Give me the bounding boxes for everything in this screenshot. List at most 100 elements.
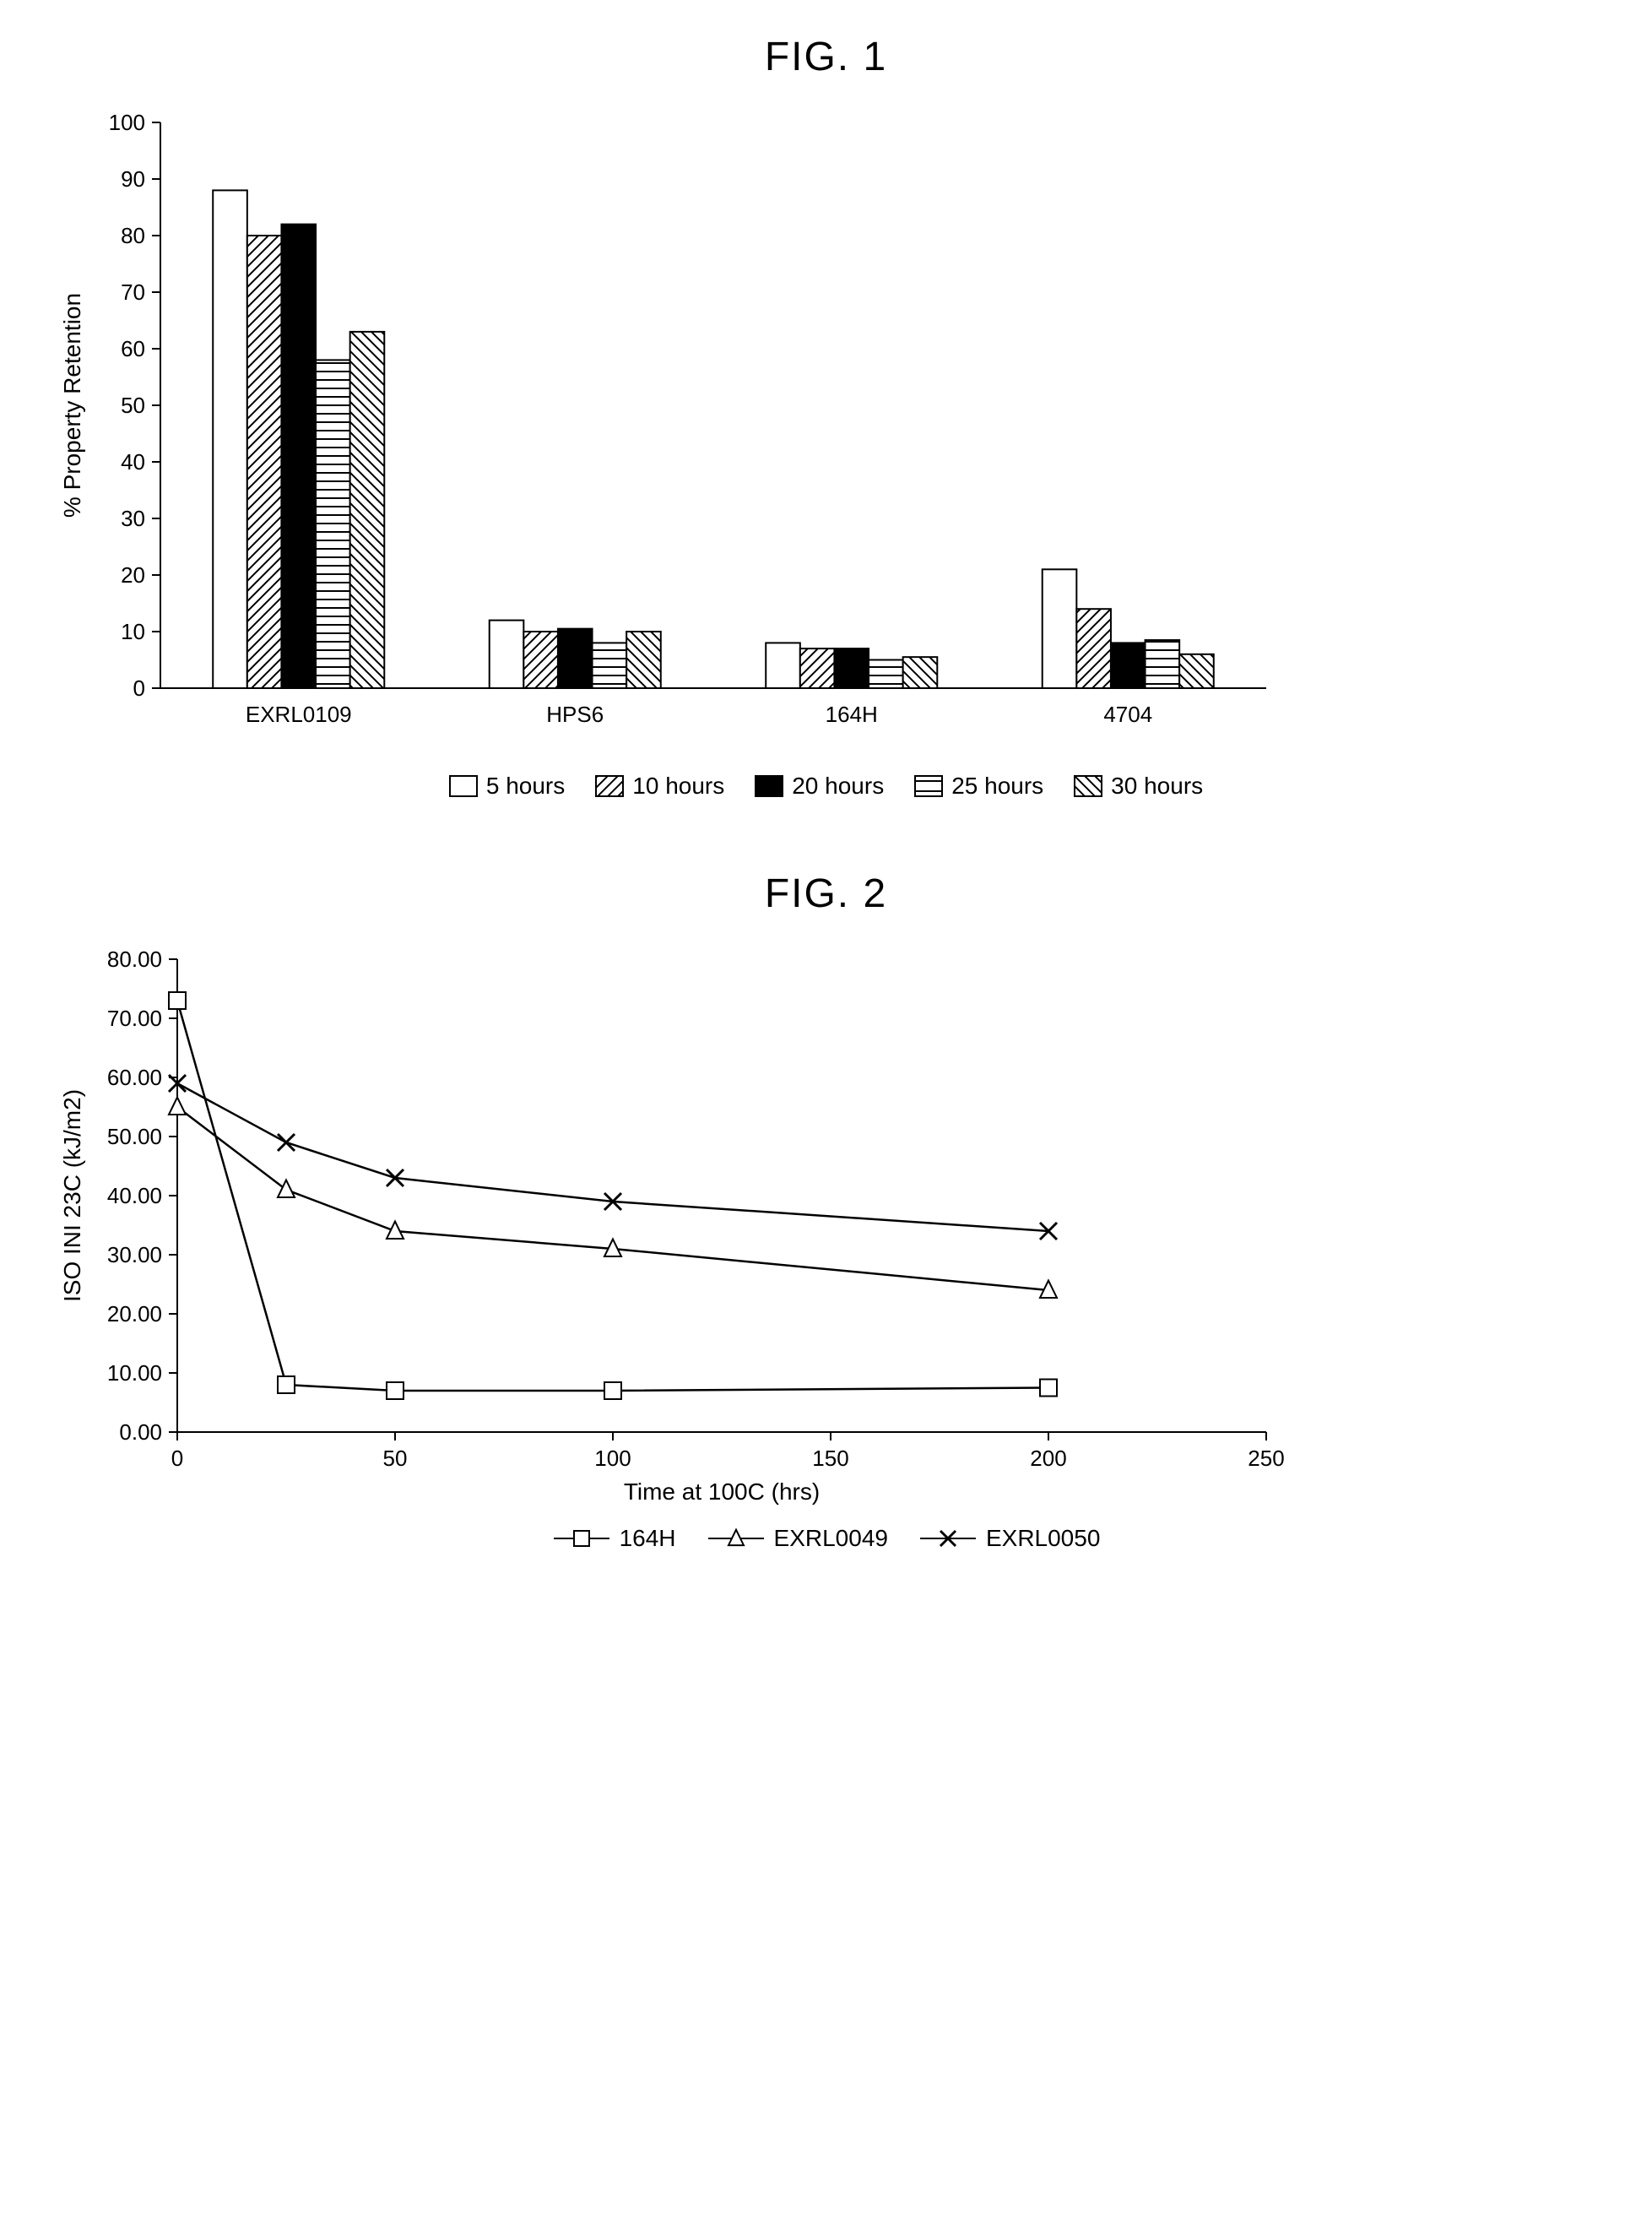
fig1-ylabel: % Property Retention — [59, 293, 85, 518]
fig1-bar — [1043, 569, 1077, 688]
fig2-xlabel: Time at 100C (hrs) — [624, 1478, 820, 1505]
fig1-bar — [247, 236, 282, 688]
fig1-ytick: 100 — [109, 110, 145, 135]
fig1-bar — [558, 629, 593, 688]
fig1-ytick: 20 — [121, 562, 145, 588]
fig1-bar — [316, 360, 350, 688]
fig1-legend-item: 30 hours — [1074, 773, 1203, 800]
fig1-bar — [350, 332, 385, 688]
fig2-marker-square — [574, 1531, 589, 1546]
fig2-legend-label: EXRL0049 — [774, 1525, 888, 1552]
fig2-legend-marker — [552, 1527, 611, 1549]
figure-2-chart: 0.00 10.00 20.00 30.00 40.00 50.00 60.00 70.00 8… — [34, 942, 1618, 1516]
fig1-svg: 0 10 20 30 40 50 60 70 80 90 100 % Property Retenti… — [34, 106, 1300, 764]
fig1-ytick: 60 — [121, 336, 145, 361]
fig2-legend-label: EXRL0050 — [986, 1525, 1100, 1552]
fig2-line — [177, 1001, 1048, 1391]
fig2-marker-triangle — [729, 1530, 744, 1545]
fig1-category-label: EXRL0109 — [246, 702, 352, 727]
fig2-ytick: 0.00 — [119, 1419, 162, 1445]
figure-1-chart: 0 10 20 30 40 50 60 70 80 90 100 % Property Retenti… — [34, 106, 1618, 764]
fig1-bar — [903, 657, 938, 688]
fig1-bar — [834, 648, 869, 688]
fig2-ytick: 80.00 — [107, 947, 162, 972]
fig1-legend-item: 25 hours — [914, 773, 1043, 800]
fig2-marker-triangle — [169, 1098, 186, 1115]
fig2-ytick: 20.00 — [107, 1301, 162, 1327]
fig1-bar — [1146, 640, 1180, 688]
fig2-legend-marker — [707, 1527, 766, 1549]
fig2-marker-triangle — [387, 1222, 404, 1240]
fig1-ytick: 90 — [121, 166, 145, 192]
fig1-category-label: 4704 — [1103, 702, 1152, 727]
fig2-ytick: 70.00 — [107, 1006, 162, 1031]
fig1-bar — [213, 190, 247, 688]
fig2-svg: 0.00 10.00 20.00 30.00 40.00 50.00 60.00 70.00 8… — [34, 942, 1300, 1516]
fig2-ytick: 60.00 — [107, 1065, 162, 1090]
fig2-legend-item: EXRL0049 — [707, 1525, 888, 1552]
figure-1-title: FIG. 1 — [34, 34, 1618, 80]
figure-2-legend: 164H EXRL0049 EXRL0050 — [34, 1525, 1618, 1555]
fig1-ytick: 0 — [133, 675, 145, 701]
fig2-xtick: 0 — [171, 1446, 183, 1471]
fig1-bar — [766, 643, 800, 688]
fig2-xtick: 200 — [1030, 1446, 1066, 1471]
fig1-legend-label: 30 hours — [1111, 773, 1203, 800]
fig1-legend-label: 20 hours — [792, 773, 884, 800]
figure-1-legend: 5 hours 10 hours 20 hours 25 hours 30 hours — [34, 773, 1618, 803]
fig1-ytick: 80 — [121, 223, 145, 248]
figure-1: FIG. 1 0 10 20 30 40 50 60 70 80 90 100 % Property … — [34, 34, 1618, 803]
fig2-marker-square — [1040, 1380, 1057, 1397]
fig1-legend-swatch — [449, 775, 478, 797]
fig2-ytick: 10.00 — [107, 1360, 162, 1386]
figure-2-title: FIG. 2 — [34, 871, 1618, 917]
fig1-legend-swatch — [755, 775, 783, 797]
fig1-bar — [490, 621, 524, 688]
fig1-legend-label: 25 hours — [951, 773, 1043, 800]
fig1-bar — [593, 643, 627, 688]
fig1-legend-swatch — [914, 775, 943, 797]
fig1-legend-label: 10 hours — [632, 773, 724, 800]
fig2-xtick: 250 — [1248, 1446, 1284, 1471]
fig1-legend-swatch — [595, 775, 624, 797]
fig2-ytick: 30.00 — [107, 1242, 162, 1267]
fig1-bar — [626, 632, 661, 688]
fig2-legend-item: 164H — [552, 1525, 676, 1552]
fig2-legend-item: EXRL0050 — [918, 1525, 1100, 1552]
fig1-legend-swatch — [1074, 775, 1102, 797]
fig1-bar — [281, 225, 316, 688]
fig2-marker-square — [169, 992, 186, 1009]
fig1-bar — [1179, 654, 1214, 688]
fig2-ytick: 40.00 — [107, 1183, 162, 1208]
fig2-legend-label: 164H — [620, 1525, 676, 1552]
fig1-bar — [869, 660, 903, 689]
fig1-ytick: 30 — [121, 506, 145, 531]
fig2-marker-triangle — [278, 1180, 295, 1198]
fig1-bar — [800, 648, 835, 688]
fig1-ytick: 10 — [121, 619, 145, 644]
fig1-legend-item: 20 hours — [755, 773, 884, 800]
fig1-legend-label: 5 hours — [486, 773, 565, 800]
fig1-bar — [1111, 643, 1146, 688]
fig2-xtick: 50 — [383, 1446, 408, 1471]
fig2-marker-square — [604, 1382, 621, 1399]
fig2-legend-marker — [918, 1527, 978, 1549]
figure-2: FIG. 2 0.00 10.00 20.00 30.00 40.00 50.00 60.0… — [34, 871, 1618, 1555]
fig1-category-label: 164H — [826, 702, 878, 727]
fig1-ytick: 50 — [121, 393, 145, 418]
fig2-xtick: 100 — [594, 1446, 631, 1471]
fig2-line — [177, 1107, 1048, 1290]
fig2-ytick: 50.00 — [107, 1124, 162, 1149]
fig1-ytick: 70 — [121, 279, 145, 305]
fig1-bar — [523, 632, 558, 688]
fig2-line — [177, 1083, 1048, 1231]
fig2-xtick: 150 — [812, 1446, 848, 1471]
fig2-marker-square — [387, 1382, 404, 1399]
fig1-category-label: HPS6 — [546, 702, 604, 727]
fig1-legend-item: 10 hours — [595, 773, 724, 800]
fig2-ylabel: ISO INI 23C (kJ/m2) — [59, 1089, 85, 1302]
fig1-legend-item: 5 hours — [449, 773, 565, 800]
fig1-ytick: 40 — [121, 449, 145, 475]
fig2-marker-square — [278, 1376, 295, 1393]
fig1-bar — [1076, 609, 1111, 688]
